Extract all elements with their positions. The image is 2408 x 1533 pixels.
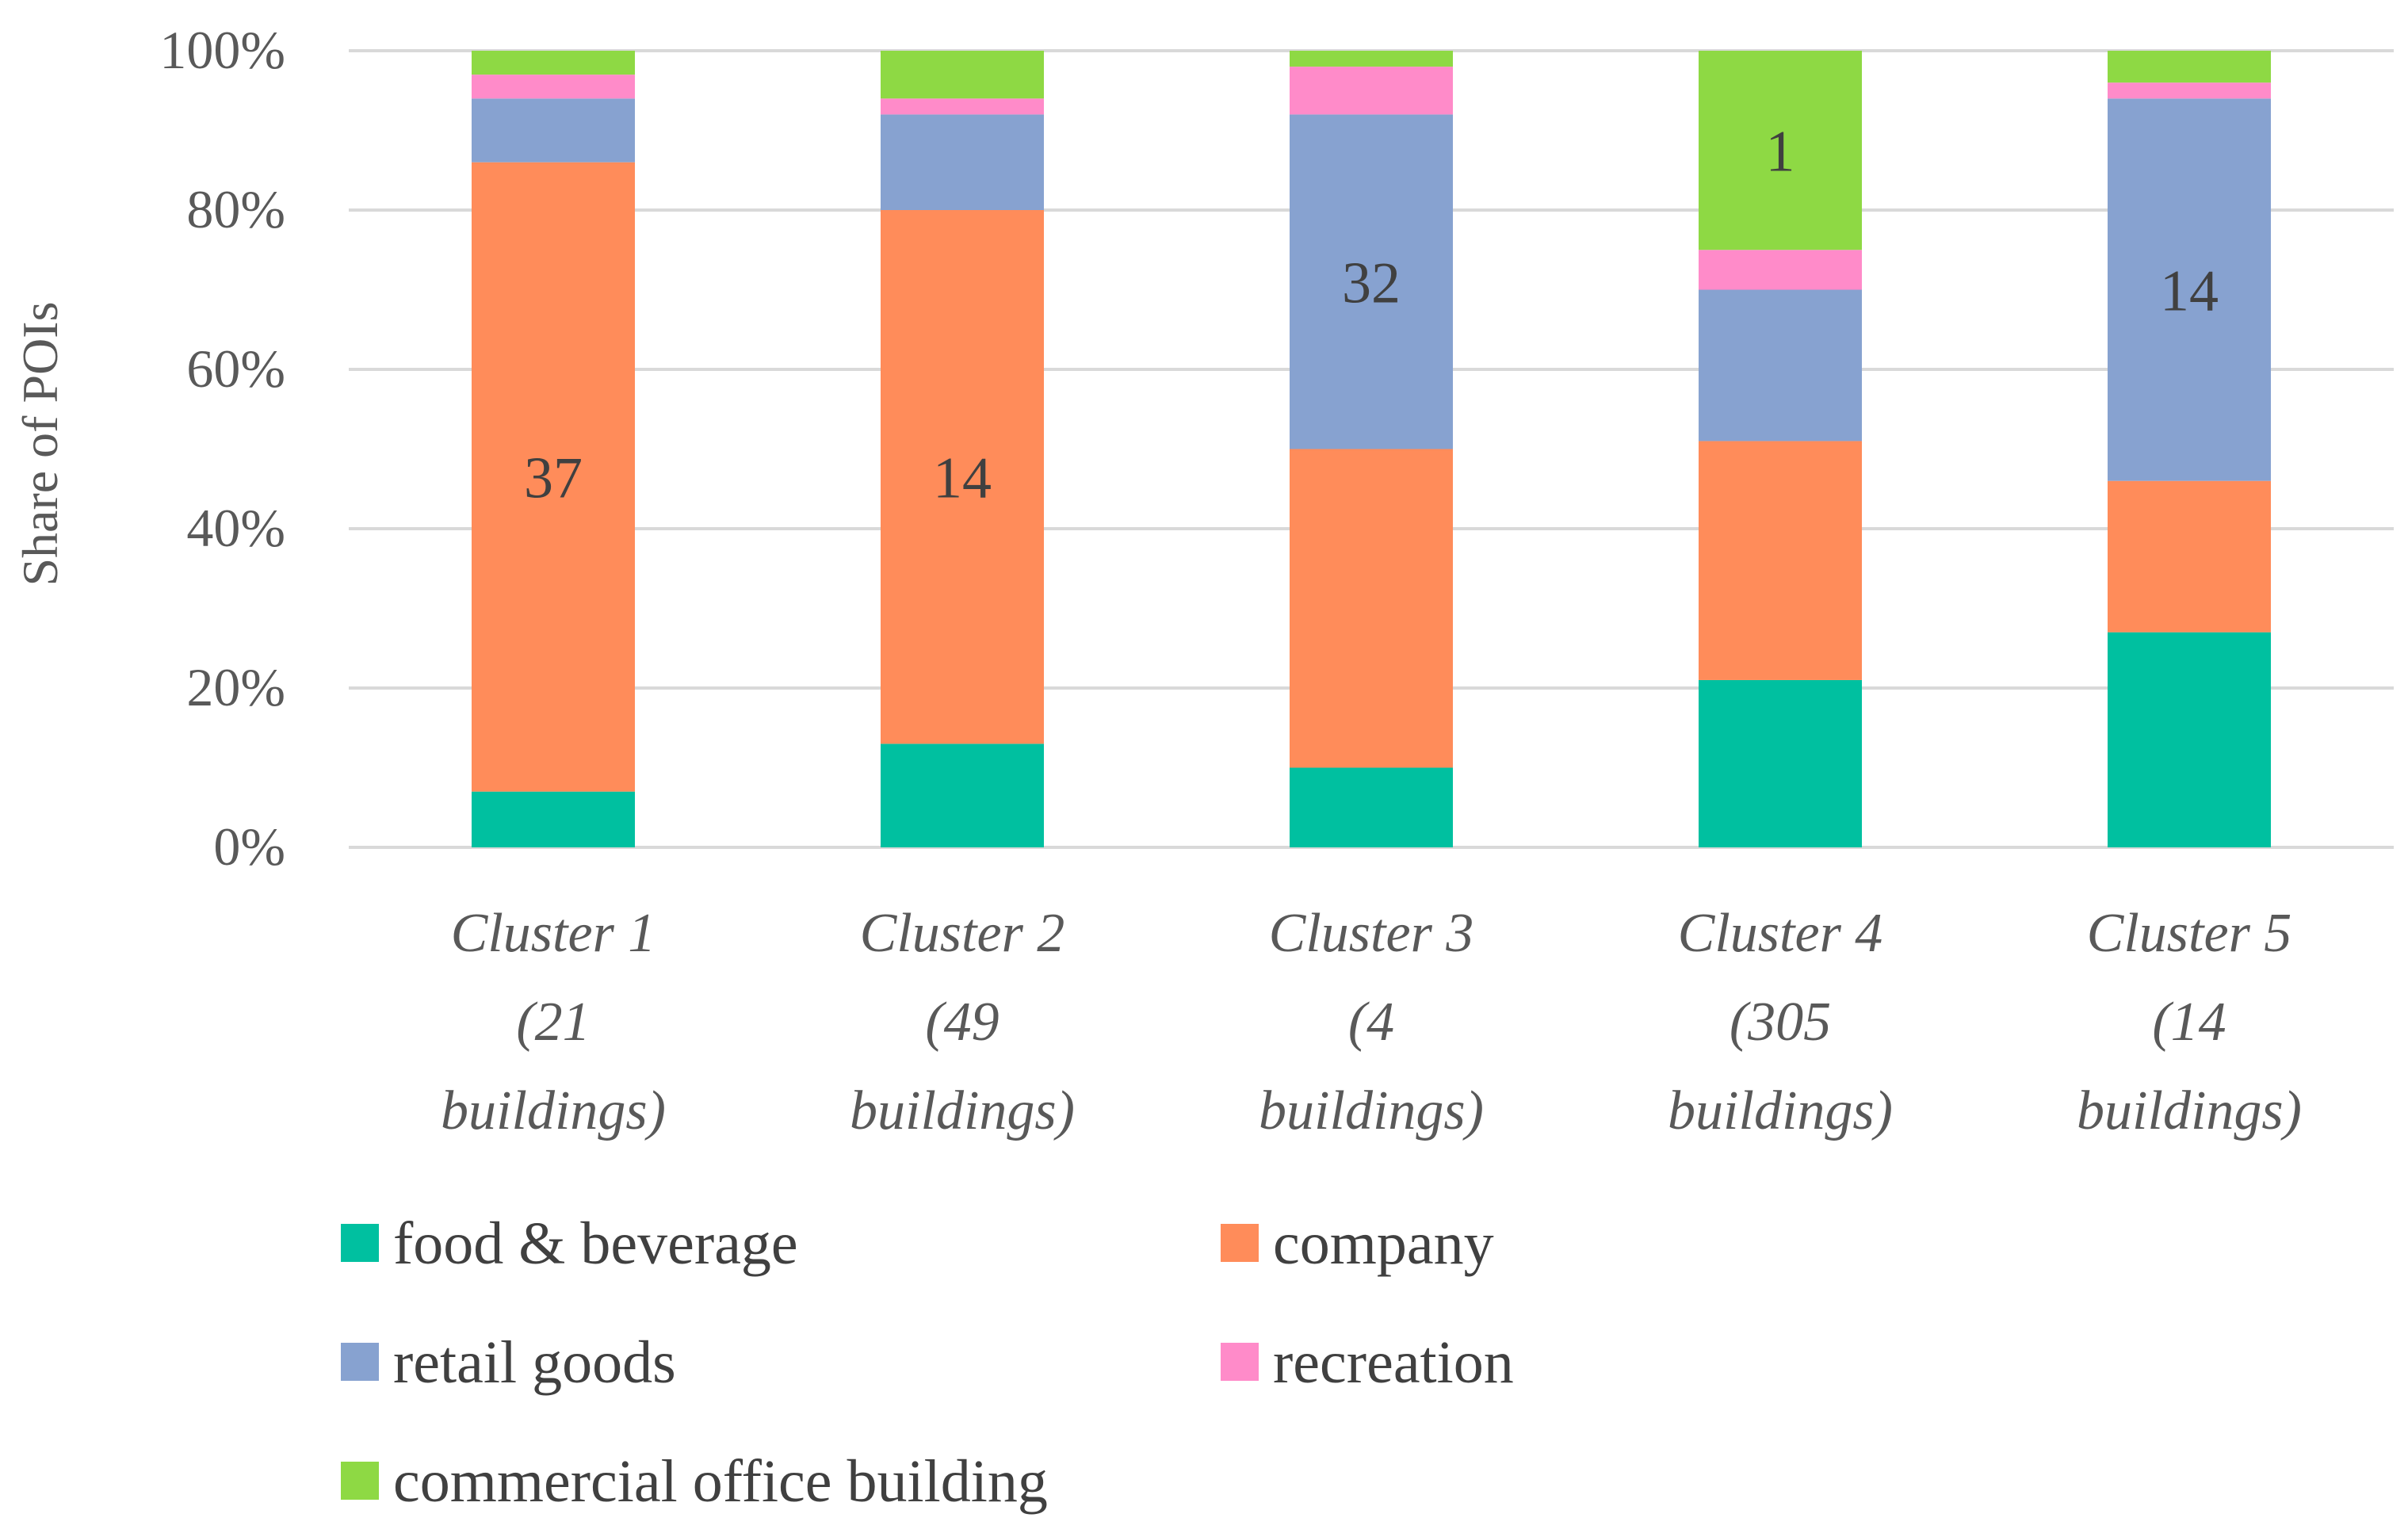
x-category-label: (4 xyxy=(1348,992,1394,1053)
x-category-label: buildings) xyxy=(850,1080,1075,1141)
x-category-label: Cluster 4 xyxy=(1678,903,1883,964)
y-tick-label: 80% xyxy=(186,179,285,239)
bar-segment xyxy=(2108,632,2271,847)
bar-segment xyxy=(472,791,635,847)
bar-segment xyxy=(881,210,1044,744)
bar-segment xyxy=(1699,441,1862,680)
bar-segment xyxy=(1290,767,1453,847)
bar-segment xyxy=(1290,67,1453,115)
legend-label: company xyxy=(1273,1210,1494,1277)
x-category-label: (305 xyxy=(1730,992,1831,1053)
bar-segment xyxy=(1290,449,1453,768)
legend-swatch xyxy=(1221,1224,1259,1262)
bar-segment xyxy=(881,51,1044,99)
bar-segment xyxy=(2108,51,2271,83)
bar-segment xyxy=(881,98,1044,115)
legend-swatch xyxy=(341,1462,379,1500)
bar-segment xyxy=(472,98,635,162)
legend-swatch xyxy=(341,1224,379,1262)
bar-segment xyxy=(1699,679,1862,847)
bar-segment xyxy=(1699,51,1862,250)
legend-label: commercial office building xyxy=(393,1448,1048,1515)
legend-label: recreation xyxy=(1273,1329,1514,1396)
legend-swatch xyxy=(1221,1343,1259,1381)
y-tick-label: 20% xyxy=(186,657,285,717)
data-label: 1 xyxy=(1766,120,1795,185)
x-category-label: buildings) xyxy=(1259,1080,1484,1141)
x-category-label: (21 xyxy=(516,992,590,1053)
bar-segment xyxy=(1699,250,1862,290)
x-category-label: Cluster 5 xyxy=(2087,903,2292,964)
x-category-label: buildings) xyxy=(1668,1080,1893,1141)
bar-segment xyxy=(881,114,1044,210)
data-label: 37 xyxy=(524,446,583,511)
bar-segment xyxy=(881,744,1044,847)
bar-segment xyxy=(2108,98,2271,481)
data-labels: 37 14 32 1 14 xyxy=(524,120,2219,511)
bar-segment xyxy=(472,162,635,792)
bar-segment xyxy=(472,51,635,75)
y-tick-label: 40% xyxy=(186,498,285,558)
x-category-label: Cluster 1 xyxy=(451,903,656,964)
x-category-label: Cluster 3 xyxy=(1269,903,1474,964)
bar-segment xyxy=(2108,480,2271,633)
bar-segment xyxy=(1699,289,1862,442)
legend-label: food & beverage xyxy=(393,1210,798,1277)
bar-segment xyxy=(1290,51,1453,67)
y-tick-label: 0% xyxy=(213,816,285,877)
x-category-label: (49 xyxy=(925,992,999,1053)
bars xyxy=(472,51,2271,847)
data-label: 32 xyxy=(1342,250,1401,315)
data-label: 14 xyxy=(2160,259,2219,324)
y-tick-label: 100% xyxy=(159,20,285,80)
bar-segment xyxy=(2108,82,2271,99)
x-category-label: buildings) xyxy=(2077,1080,2302,1141)
legend-swatch xyxy=(341,1343,379,1381)
legend: food & beverage company retail goods recrea… xyxy=(341,1210,1514,1515)
x-category-label: (14 xyxy=(2152,992,2226,1053)
x-category-label: buildings) xyxy=(441,1080,666,1141)
y-tick-label: 60% xyxy=(186,338,285,399)
data-label: 14 xyxy=(933,446,992,511)
x-axis-categories: Cluster 1 (21 buildings) Cluster 2 (49 buildi… xyxy=(441,903,2302,1141)
y-axis-title: Share of POIs xyxy=(12,301,68,586)
bar-segment xyxy=(1290,114,1453,449)
y-axis-ticks: 0% 20% 40% 60% 80% 100% xyxy=(159,20,285,877)
x-category-label: Cluster 2 xyxy=(860,903,1065,964)
legend-label: retail goods xyxy=(393,1329,676,1396)
bar-segment xyxy=(472,75,635,99)
